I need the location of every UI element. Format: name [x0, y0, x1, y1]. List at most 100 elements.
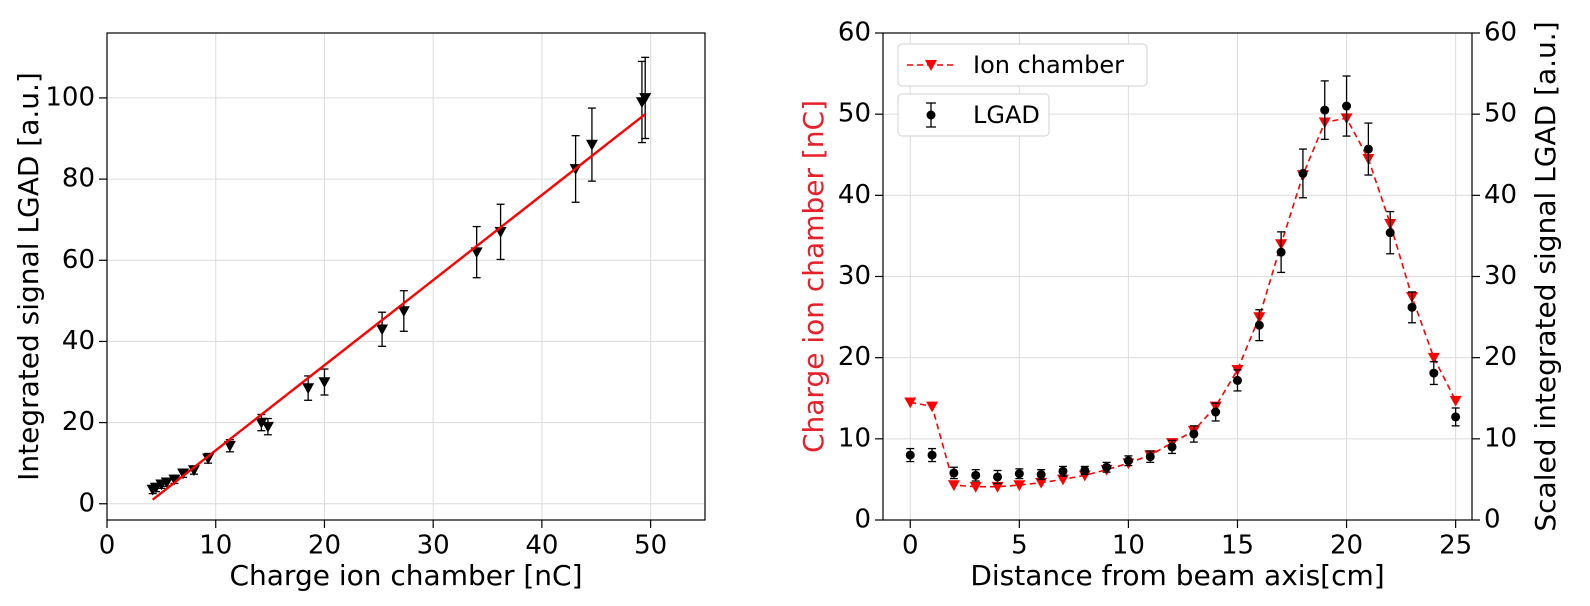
marker	[904, 397, 917, 409]
marker	[1123, 456, 1133, 466]
y2-tick-label: 30	[1484, 261, 1517, 291]
y-tick-label: 40	[838, 180, 871, 210]
y-tick-label: 10	[838, 423, 871, 453]
marker	[177, 468, 190, 480]
y-axis-label: Integrated signal LGAD [a.u.]	[12, 72, 45, 481]
y2-tick-label: 60	[1484, 18, 1517, 48]
legend-marker	[926, 110, 936, 120]
marker	[187, 465, 200, 477]
x-tick-label: 5	[1011, 531, 1028, 561]
x-tick-label: 30	[417, 531, 450, 561]
marker	[639, 93, 652, 104]
marker	[318, 377, 331, 389]
marker	[585, 139, 598, 151]
y-tick-label: 100	[45, 82, 95, 112]
marker	[969, 481, 982, 493]
marker	[1035, 477, 1048, 489]
marker	[949, 468, 959, 478]
marker	[947, 480, 960, 492]
marker	[261, 421, 274, 433]
marker	[1145, 452, 1155, 462]
y-tick-label: 50	[838, 99, 871, 129]
marker	[1058, 466, 1068, 476]
y-axis-label: Charge ion chamber [nC]	[797, 100, 830, 453]
x-tick-label: 10	[199, 531, 232, 561]
y-tick-label: 0	[78, 488, 95, 518]
y-tick-label: 20	[62, 407, 95, 437]
x-tick-label: 15	[1221, 531, 1254, 561]
marker	[160, 477, 173, 489]
plot-frame	[106, 32, 706, 521]
series-line	[910, 117, 1457, 488]
marker	[1429, 368, 1439, 378]
x-axis-label: Charge ion chamber [nC]	[229, 559, 582, 592]
x-tick-label: 20	[308, 531, 341, 561]
y2-tick-label: 10	[1484, 423, 1517, 453]
marker	[1056, 474, 1069, 486]
x-axis-label: Distance from beam axis[cm]	[970, 559, 1384, 592]
legend-marker	[925, 60, 937, 71]
marker	[1298, 168, 1308, 178]
marker	[927, 450, 937, 460]
legend-box	[897, 93, 1050, 137]
y2-tick-label: 20	[1484, 342, 1517, 372]
legend-label: LGAD	[973, 101, 1040, 129]
marker	[971, 470, 981, 480]
marker	[1013, 480, 1026, 492]
series-line	[151, 113, 646, 501]
marker	[991, 481, 1004, 493]
y2-tick-label: 40	[1484, 180, 1517, 210]
x-tick-label: 25	[1439, 531, 1472, 561]
x-tick-label: 40	[525, 531, 558, 561]
plot-frame	[882, 32, 1473, 521]
y-tick-label: 80	[62, 164, 95, 194]
marker	[1363, 144, 1373, 154]
marker	[1036, 470, 1046, 480]
marker	[1451, 412, 1461, 422]
y-tick-label: 0	[854, 505, 871, 535]
marker	[1232, 375, 1242, 385]
y-tick-label: 30	[838, 261, 871, 291]
y2-tick-label: 0	[1484, 505, 1501, 535]
marker	[1276, 247, 1286, 257]
y-tick-label: 20	[838, 342, 871, 372]
marker	[1407, 302, 1417, 312]
marker	[168, 474, 181, 486]
x-tick-label: 0	[902, 531, 919, 561]
y-tick-label: 40	[62, 326, 95, 356]
marker	[302, 383, 315, 395]
y2-axis-label: Scaled integrated signal LGAD [a.u.]	[1529, 21, 1562, 531]
marker	[1080, 465, 1090, 475]
x-tick-label: 20	[1330, 531, 1363, 561]
marker	[1342, 101, 1352, 111]
marker	[1014, 469, 1024, 479]
marker	[993, 472, 1003, 482]
marker	[255, 417, 268, 429]
x-tick-label: 0	[99, 531, 116, 561]
legend-box	[897, 43, 1148, 87]
marker	[223, 440, 236, 452]
x-tick-label: 10	[1112, 531, 1145, 561]
y2-tick-label: 50	[1484, 99, 1517, 129]
marker	[470, 247, 483, 259]
y-tick-label: 60	[62, 245, 95, 275]
marker	[1449, 395, 1462, 407]
marker	[376, 324, 389, 336]
marker	[1102, 462, 1112, 472]
marker	[1427, 352, 1440, 364]
marker	[905, 450, 915, 460]
legend-label: Ion chamber	[973, 51, 1124, 79]
y-tick-label: 60	[838, 18, 871, 48]
marker	[202, 453, 215, 465]
marker	[1167, 442, 1177, 452]
marker	[1385, 228, 1395, 238]
marker	[1254, 320, 1264, 330]
marker	[1320, 105, 1330, 115]
marker	[397, 306, 410, 317]
marker	[1211, 407, 1221, 417]
x-tick-label: 50	[634, 531, 667, 561]
marker	[1189, 429, 1199, 439]
marker	[926, 401, 939, 413]
